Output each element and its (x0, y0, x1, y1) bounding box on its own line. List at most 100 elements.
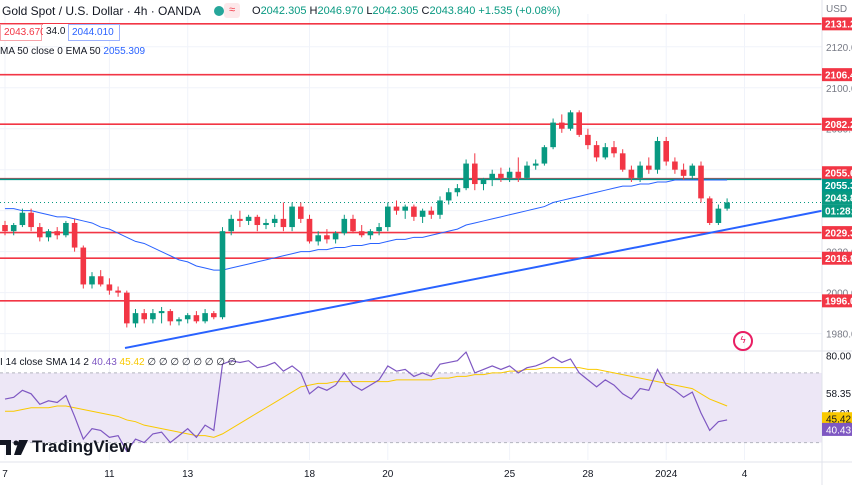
candle-body (254, 216, 261, 226)
level-price-label: 2106.4 (825, 70, 852, 81)
candle-body (280, 218, 287, 228)
trendline-segment (124, 209, 823, 349)
rsi-sma-line (5, 367, 728, 438)
candle-body (54, 231, 60, 236)
candle-body (437, 200, 443, 215)
candle-body (45, 231, 52, 238)
flash-icon[interactable]: ϟ (733, 331, 753, 351)
currency-label: USD (826, 4, 847, 15)
level-price-tag (822, 178, 852, 192)
candle-body (715, 208, 722, 223)
rsi-legend[interactable]: I 14 close SMA 14 2 40.43 45.42 ∅ ∅ ∅ ∅ … (0, 357, 237, 368)
high-label: H (309, 5, 318, 17)
candle-body (350, 218, 356, 232)
level-price-label: 2043.8 (825, 194, 852, 205)
candle-body (515, 171, 522, 178)
candle-body (271, 218, 278, 223)
rsi-value-tag (822, 412, 852, 426)
price-tick-label: 2100.0 (826, 84, 852, 95)
candle-body (506, 171, 513, 178)
candle-body (2, 225, 8, 232)
ema50-line (5, 179, 728, 271)
candle-body (541, 147, 548, 164)
candle-body (124, 292, 130, 324)
candle-body (219, 231, 226, 318)
candle-body (228, 218, 234, 232)
candle-body (315, 235, 321, 242)
ema-legend[interactable]: MA 50 close 0 EMA 50 2055.309 (0, 46, 145, 57)
spread-value: 34.0 (43, 24, 69, 39)
candle-body (184, 315, 191, 320)
candle-body (654, 141, 661, 170)
rsi-legend-blanks: ∅ ∅ ∅ ∅ ∅ ∅ ∅ ∅ (147, 357, 237, 368)
tradingview-logo-icon (0, 440, 28, 455)
candle-body (550, 122, 556, 148)
time-tick-label: 28 (582, 469, 594, 480)
buy-button[interactable]: 2044.010 (68, 24, 120, 41)
candle-body (367, 231, 374, 236)
time-tick-label: 20 (382, 469, 394, 480)
rsi-sma-legend-value: 45.42 (119, 357, 145, 368)
rsi-tick-label: 40.43 (826, 425, 851, 436)
candle-body (689, 165, 696, 176)
candle-body (245, 216, 252, 221)
candle-body (115, 290, 121, 293)
symbol-title[interactable]: Gold Spot / U.S. Dollar · 4h · OANDA (2, 4, 201, 18)
rsi-tick-label: 80.00 (826, 351, 851, 362)
candle-body (376, 227, 382, 232)
open-label: O (252, 5, 261, 17)
candle-body (663, 141, 669, 162)
level-price-tag (822, 251, 852, 265)
time-tick-label: 2024 (655, 469, 678, 480)
level-price-tag (822, 117, 852, 131)
time-tick-label: 18 (304, 469, 316, 480)
candle-body (724, 202, 730, 209)
candle-body (672, 161, 678, 170)
level-price-tag (822, 17, 852, 31)
candle-body (211, 313, 217, 318)
candle-body (141, 313, 147, 320)
candle-body (132, 313, 139, 324)
candle-body (498, 173, 504, 178)
rsi-legend-value: 40.43 (91, 357, 117, 368)
rsi-legend-label: I 14 close SMA 14 2 (0, 357, 89, 368)
market-status-icon (214, 6, 224, 16)
price-tick-label: 2120.0 (826, 43, 852, 54)
level-price-label: 2131.2 (825, 20, 852, 31)
candle-body (628, 169, 635, 178)
candles (2, 110, 730, 328)
low-value: 2042.305 (372, 5, 419, 17)
high-value: 2046.970 (317, 5, 364, 17)
candle-body (202, 313, 208, 322)
horizontal-levels (0, 23, 822, 302)
level-price-label: 2029.3 (825, 228, 852, 239)
candle-body (602, 147, 609, 158)
candle-body (637, 165, 643, 178)
wave-icon[interactable]: ≈ (224, 3, 240, 18)
time-tick-label: 25 (504, 469, 516, 480)
close-label: C (421, 5, 430, 17)
trendline[interactable] (124, 209, 823, 349)
rsi-line (4, 350, 728, 453)
level-price-label: 01:28:3 (825, 207, 852, 218)
candle-body (324, 235, 330, 240)
candle-body (585, 134, 591, 146)
candle-body (646, 165, 652, 170)
level-price-label: 2016.8 (825, 254, 852, 265)
tradingview-logo[interactable]: TradingView (0, 437, 132, 457)
sell-button[interactable]: 2043.670 (0, 24, 46, 41)
candle-body (402, 206, 408, 211)
rsi-tick-label: 58.35 (826, 389, 851, 400)
candle-body (306, 218, 313, 242)
candle-body (706, 198, 713, 223)
candle-body (19, 212, 26, 226)
candle-body (428, 210, 435, 215)
candle-body (358, 231, 365, 236)
candle-body (341, 218, 348, 234)
candle-body (193, 315, 200, 322)
candle-body (176, 319, 182, 322)
candle-body (445, 192, 452, 201)
ema-line (5, 179, 728, 271)
candle-body (298, 206, 304, 219)
